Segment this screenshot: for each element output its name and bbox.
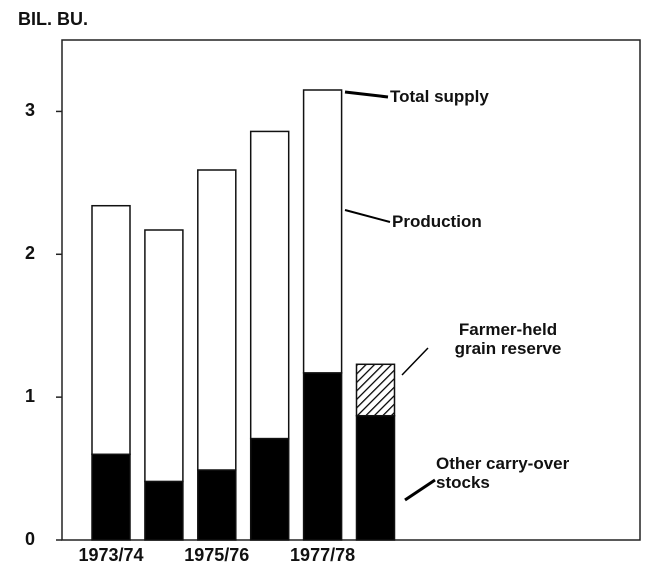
y-tick-label: 2: [25, 243, 35, 263]
bar-segment: [91, 453, 131, 541]
series-label: Production: [392, 212, 482, 231]
x-tick-label: 1973/74: [78, 545, 143, 565]
bar-segment: [355, 414, 396, 541]
pointer: [404, 478, 436, 502]
pointer: [344, 209, 391, 223]
series-label: Other carry-over stocks: [436, 454, 570, 492]
bar-segment: [91, 204, 131, 456]
series-label: Farmer-held grain reserve: [454, 320, 562, 358]
x-tick-label: 1975/76: [184, 545, 249, 565]
bar-segment: [302, 89, 343, 374]
bar-segment: [249, 130, 290, 440]
pointer: [344, 90, 389, 99]
y-tick-label: 3: [25, 100, 35, 120]
bar-segment: [302, 372, 343, 541]
y-tick-label: 0: [25, 529, 35, 549]
plot-frame: [61, 39, 641, 541]
y-axis-label: BIL. BU.: [18, 9, 88, 29]
bar-segment: [144, 229, 184, 483]
bar-segment: [355, 363, 396, 417]
bar-segment: [249, 437, 290, 541]
bar-segment: [144, 480, 184, 541]
pointer: [401, 347, 429, 376]
bar-segment: [197, 169, 237, 471]
y-tick-label: 1: [25, 386, 35, 406]
annotation: Total supply: [390, 87, 489, 106]
bar-segment: [197, 469, 237, 541]
x-tick-label: 1977/78: [290, 545, 355, 565]
